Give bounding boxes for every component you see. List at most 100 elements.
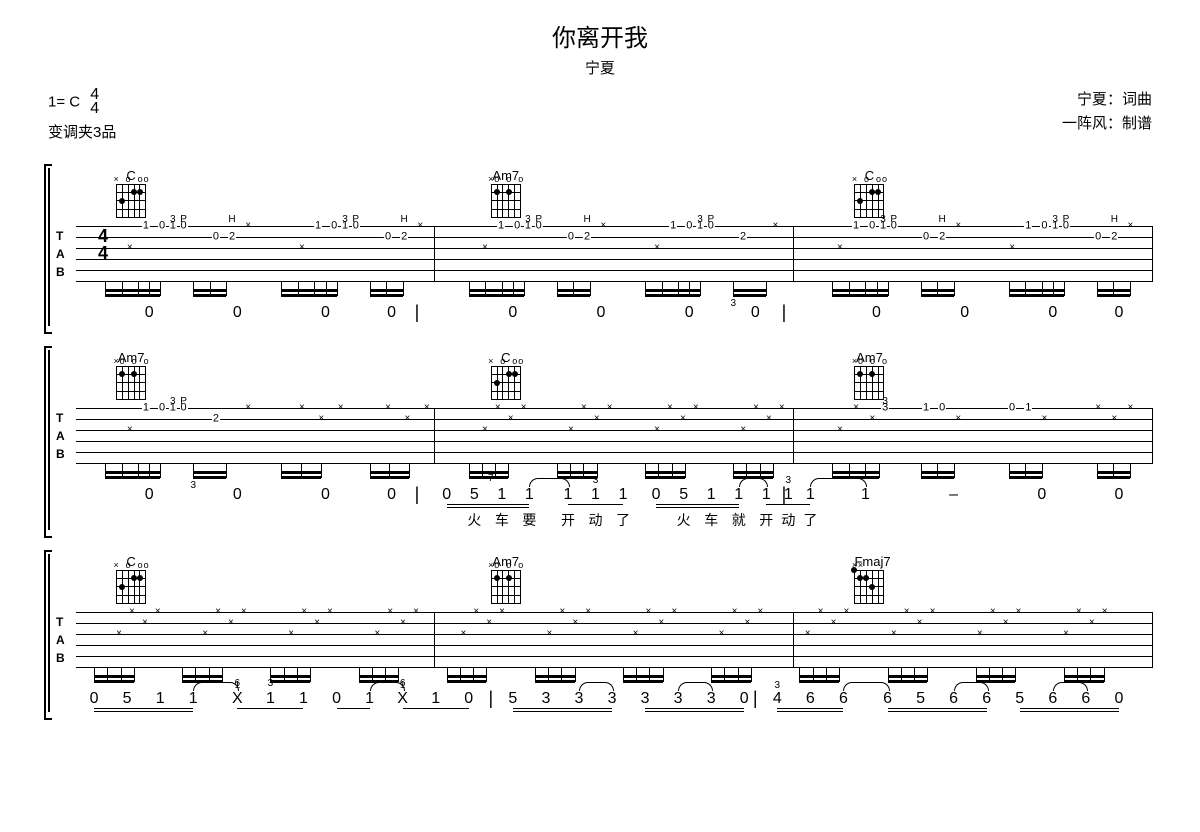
jianpu-number: 0 [1114, 486, 1123, 504]
tab-note: 1 [497, 220, 505, 231]
jianpu-number: 3 [641, 690, 650, 708]
jianpu-number: 0 [685, 304, 694, 322]
tab-note: × [869, 414, 875, 424]
technique-label: P [180, 396, 187, 407]
jianpu-number: 3 [608, 690, 617, 708]
tab-note: × [1009, 243, 1015, 253]
jianpu-number: 0 [145, 486, 154, 504]
tab-note: × [667, 403, 673, 413]
tab-note: 0 [513, 220, 521, 231]
lyric-syllable: 火 [677, 510, 691, 530]
credit-lyrics: 宁夏：词曲 [1062, 88, 1152, 112]
jianpu-number: 0 [597, 304, 606, 322]
jianpu-number: 5 [470, 486, 479, 504]
lyric-syllable: 动 [781, 510, 795, 530]
tab-note: × [680, 414, 686, 424]
tab-note: × [581, 403, 587, 413]
tab-note: × [955, 414, 961, 424]
tab-note: × [646, 607, 652, 617]
jianpu-number: 0 [1037, 486, 1046, 504]
jianpu-number: 1 [156, 690, 165, 708]
tab-note: × [654, 425, 660, 435]
song-subtitle: 宁夏 [0, 57, 1200, 78]
technique-label: 3 [170, 396, 176, 407]
tab-note: 0 [158, 220, 166, 231]
tab-note: × [482, 243, 488, 253]
tab-note: × [318, 414, 324, 424]
tab-note: × [658, 618, 664, 628]
jianpu-number: 0 [233, 304, 242, 322]
tab-note: × [805, 629, 811, 639]
jianpu-number: 5 [1015, 690, 1024, 708]
tab-note: × [607, 403, 613, 413]
jianpu-number: 4 [773, 690, 782, 708]
timesig-bot: 4 [90, 102, 99, 116]
tab-note: 0 [212, 231, 220, 242]
jianpu-number: 1 [806, 486, 815, 504]
jianpu-number: 0 [387, 304, 396, 322]
tab-note: × [559, 607, 565, 617]
tab-note: 2 [938, 231, 946, 242]
chord-diagram: C×ooo [116, 168, 146, 218]
lyric-syllable: 就 [732, 510, 746, 530]
jianpu-number: 3 [575, 690, 584, 708]
tab-note: 0 [330, 220, 338, 231]
tab-note: × [977, 629, 983, 639]
chord-diagram: C×ooo [491, 350, 521, 400]
lyric-syllable: 动 [588, 510, 602, 530]
jianpu-number: 0 [960, 304, 969, 322]
tab-note: × [127, 243, 133, 253]
technique-label: 3 [882, 396, 888, 407]
tab-note: × [460, 629, 466, 639]
tab-note: × [891, 629, 897, 639]
tab-note: 0 [384, 231, 392, 242]
lyric-syllable: 车 [704, 510, 718, 530]
tab-note: × [521, 403, 527, 413]
jianpu-number: 0 [90, 690, 99, 708]
jianpu-number: 1 [762, 486, 771, 504]
tab-note: 1 [1024, 402, 1032, 413]
technique-label: 3 [525, 214, 531, 225]
tab-note: 0 [1008, 402, 1016, 413]
tab-note: × [385, 403, 391, 413]
tab-clef: T A B [50, 226, 76, 282]
jianpu-number: 0 [332, 690, 341, 708]
chord-diagram: C×ooo [854, 168, 884, 218]
technique-label: H [583, 214, 590, 225]
technique-label: H [1111, 214, 1118, 225]
tab-note: × [853, 403, 859, 413]
tab-note: × [1076, 607, 1082, 617]
lyric-syllable: 火 [467, 510, 481, 530]
tab-note: 0 [567, 231, 575, 242]
tab-note: × [745, 618, 751, 628]
jianpu-number: 1 [266, 690, 275, 708]
tab-note: 1 [142, 402, 150, 413]
jianpu-number: 0 [652, 486, 661, 504]
tab-note: × [572, 618, 578, 628]
tab-note: × [671, 607, 677, 617]
tab-note: × [1063, 629, 1069, 639]
jianpu-number: 0 [872, 304, 881, 322]
tab-note: × [568, 425, 574, 435]
tab-note: × [424, 403, 430, 413]
jianpu-number: 1 [734, 486, 743, 504]
tab-note: × [499, 607, 505, 617]
tab-note: × [245, 221, 251, 231]
tab-note: × [585, 607, 591, 617]
tab-note: × [766, 414, 772, 424]
tab-note: × [473, 607, 479, 617]
jianpu-number: X [397, 690, 408, 708]
jianpu-number: 1 [497, 486, 506, 504]
jianpu-number: 1 [525, 486, 534, 504]
tab-note: × [600, 221, 606, 231]
chord-diagram: Am7×ooo [491, 554, 521, 604]
technique-label: P [707, 214, 714, 225]
technique-label: P [352, 214, 359, 225]
jianpu-number: 1 [563, 486, 572, 504]
jianpu-number: 5 [123, 690, 132, 708]
tab-note: 0 [685, 220, 693, 231]
lyric-syllable: 开 [759, 510, 773, 530]
system-1: C×oooAm7×oooC×ooo T A B 4 4 ×10103P02×H×… [48, 168, 1152, 326]
tab-note: × [904, 607, 910, 617]
jianpu-number: 6 [982, 690, 991, 708]
